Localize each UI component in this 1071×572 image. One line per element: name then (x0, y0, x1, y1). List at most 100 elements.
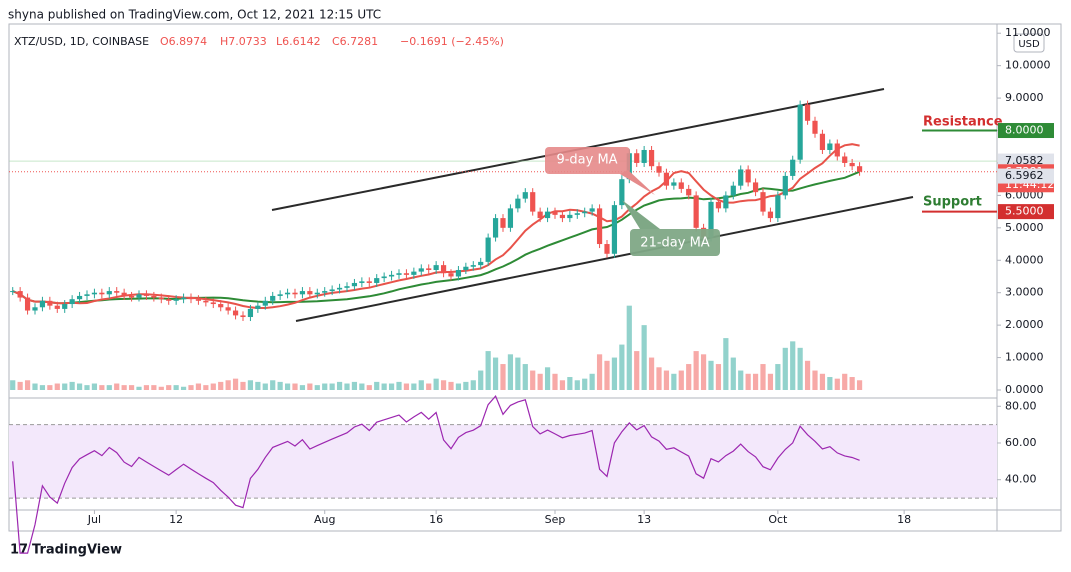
volume-bar (188, 385, 194, 390)
volume-bar (544, 367, 551, 390)
candle-body (180, 297, 187, 300)
volume-bar (69, 381, 75, 390)
candle-body (69, 299, 75, 305)
volume-bar (604, 360, 610, 390)
volume-bar (827, 377, 833, 390)
volume-bar (54, 383, 60, 390)
volume-bar (738, 370, 744, 390)
price-label-box (998, 123, 1054, 139)
candle-body (530, 192, 536, 212)
candle-body (91, 292, 98, 295)
candle-body (775, 195, 781, 219)
volume-bar (485, 351, 491, 390)
volume-bar (426, 383, 432, 390)
x-tick-label: 13 (637, 513, 651, 526)
candle-body (611, 205, 618, 254)
candle-body (767, 211, 774, 219)
candle-body (723, 195, 729, 209)
x-tick-label: 12 (169, 513, 183, 526)
volume-bar (834, 378, 840, 390)
candle-body (403, 273, 410, 275)
volume-bar (396, 381, 402, 390)
volume-bar (463, 381, 469, 390)
candle-body (559, 214, 566, 219)
volume-bar (210, 383, 216, 390)
ohlc-value: C6.7281 (332, 35, 378, 48)
candle-body (582, 211, 588, 214)
volume-bar (634, 351, 640, 390)
volume-bar (500, 364, 506, 390)
x-tick-label: Jul (87, 513, 101, 526)
candle-body (292, 292, 298, 295)
candle-body (17, 291, 23, 298)
candle-body (485, 237, 491, 262)
volume-bar (411, 383, 417, 390)
candle-body (663, 172, 670, 186)
volume-bar (106, 385, 112, 390)
volume-bar (656, 367, 662, 390)
volume-bar (515, 357, 521, 390)
volume-bar (842, 373, 848, 390)
volume-bar (374, 381, 380, 390)
candle-body (648, 149, 655, 167)
candle-body (151, 295, 157, 298)
volume-bar (225, 380, 231, 390)
volume-bar (218, 381, 224, 390)
resistance-label: Resistance (923, 115, 1003, 130)
volume-bar (641, 325, 647, 390)
y-tick-label: 1.0000 (1005, 351, 1044, 364)
y-tick-label: 10.0000 (1005, 59, 1051, 72)
rsi-tick-label: 40.00 (1005, 473, 1037, 486)
candle-body (128, 295, 135, 298)
volume-bar (507, 354, 514, 390)
candle-body (203, 300, 209, 303)
volume-bar (686, 364, 692, 390)
volume-bar (723, 338, 729, 390)
candle-body (537, 211, 543, 219)
candle-body (819, 133, 826, 150)
volume-bar (648, 357, 655, 390)
volume-bar (17, 381, 23, 390)
price-label: 8.0000 (1005, 124, 1044, 137)
candle-body (745, 169, 751, 183)
candle-body (426, 268, 432, 270)
volume-bar (804, 360, 811, 390)
candle-body (574, 213, 580, 215)
candle-body (76, 295, 83, 300)
volume-bar (849, 377, 855, 390)
volume-bar (314, 385, 320, 390)
volume-bar (128, 385, 135, 390)
ohlc-value: H7.0733 (220, 35, 267, 48)
chart-frame (8, 23, 1062, 532)
candle-body (463, 266, 469, 270)
volume-bar (775, 364, 781, 390)
candle-body (522, 192, 528, 199)
volume-bar (381, 383, 387, 390)
volume-bar (678, 370, 684, 390)
header: shyna published on TradingView.com, Oct … (8, 8, 381, 22)
candle-body (247, 308, 254, 318)
ma9-label-box (545, 147, 630, 174)
candle-body (262, 300, 268, 306)
x-tick-label: Sep (545, 513, 566, 526)
candle-body (552, 211, 558, 215)
volume-bar (143, 385, 150, 390)
candle-body (678, 182, 684, 189)
candle-body (842, 156, 848, 163)
candle-body (284, 292, 291, 295)
volume-bar (455, 383, 462, 390)
candle-body (366, 281, 372, 283)
y-tick-label: 3.0000 (1005, 286, 1044, 299)
candle-body (656, 166, 662, 173)
candle-body (782, 175, 788, 196)
volume-bar (247, 380, 254, 390)
candle-body (715, 201, 722, 209)
volume-bar (232, 378, 239, 390)
volume-bar (299, 385, 306, 390)
candle-body (448, 273, 454, 277)
volume-bar (62, 383, 68, 390)
volume-bar (478, 370, 484, 390)
candle-body (344, 286, 350, 288)
ohlc-value: L6.6142 (276, 35, 321, 48)
candle-body (351, 282, 358, 287)
